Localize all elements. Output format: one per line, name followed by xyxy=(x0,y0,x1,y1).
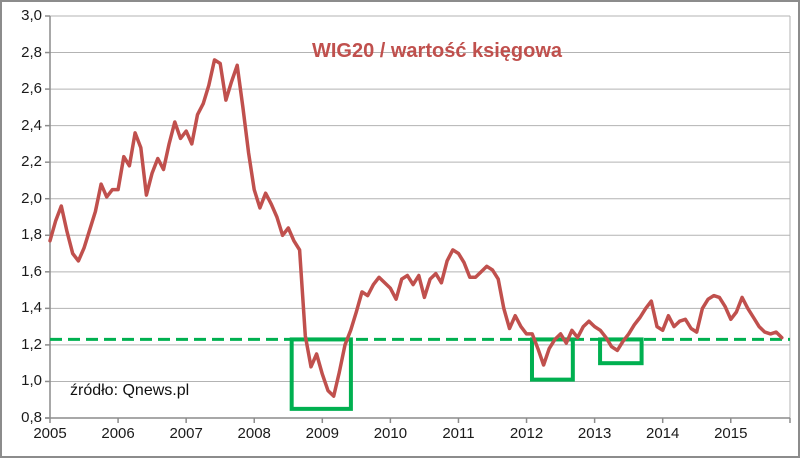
y-tick-label: 1,4 xyxy=(21,299,42,317)
source-label: źródło: Qnews.pl xyxy=(70,382,190,399)
y-tick-label: 1,8 xyxy=(21,226,42,244)
x-tick-label: 2006 xyxy=(101,425,135,442)
y-tick-label: 0,8 xyxy=(21,409,42,426)
x-tick-label: 2010 xyxy=(373,425,408,442)
y-tick-label: 2,8 xyxy=(21,43,42,61)
x-tick-label: 2008 xyxy=(237,425,271,442)
data-line-wig20-book-value xyxy=(48,58,784,398)
x-tick-label: 2009 xyxy=(305,425,339,442)
chart-title: WIG20 / wartość księgowa xyxy=(311,40,563,62)
x-tick-label: 2015 xyxy=(714,425,748,442)
y-tick-label: 2,0 xyxy=(21,189,42,207)
y-tick-label: 2,6 xyxy=(21,80,42,98)
x-tick-label: 2012 xyxy=(509,425,544,442)
x-tick-label: 2013 xyxy=(577,425,612,442)
highlight-box xyxy=(529,337,575,382)
x-tick-label: 2005 xyxy=(33,425,67,442)
y-tick-label: 1,6 xyxy=(21,262,42,280)
x-tick-label: 2014 xyxy=(646,425,680,442)
x-tick-label: 2011 xyxy=(442,425,475,442)
y-tick-label: 1,2 xyxy=(21,335,42,353)
y-tick-label: 2,2 xyxy=(21,153,42,171)
x-tick-label: 2007 xyxy=(169,425,203,442)
highlight-box xyxy=(598,337,644,366)
y-tick-label: 3,0 xyxy=(21,7,42,24)
y-tick-label: 2,4 xyxy=(21,116,42,134)
y-tick-label: 1,0 xyxy=(21,372,42,390)
